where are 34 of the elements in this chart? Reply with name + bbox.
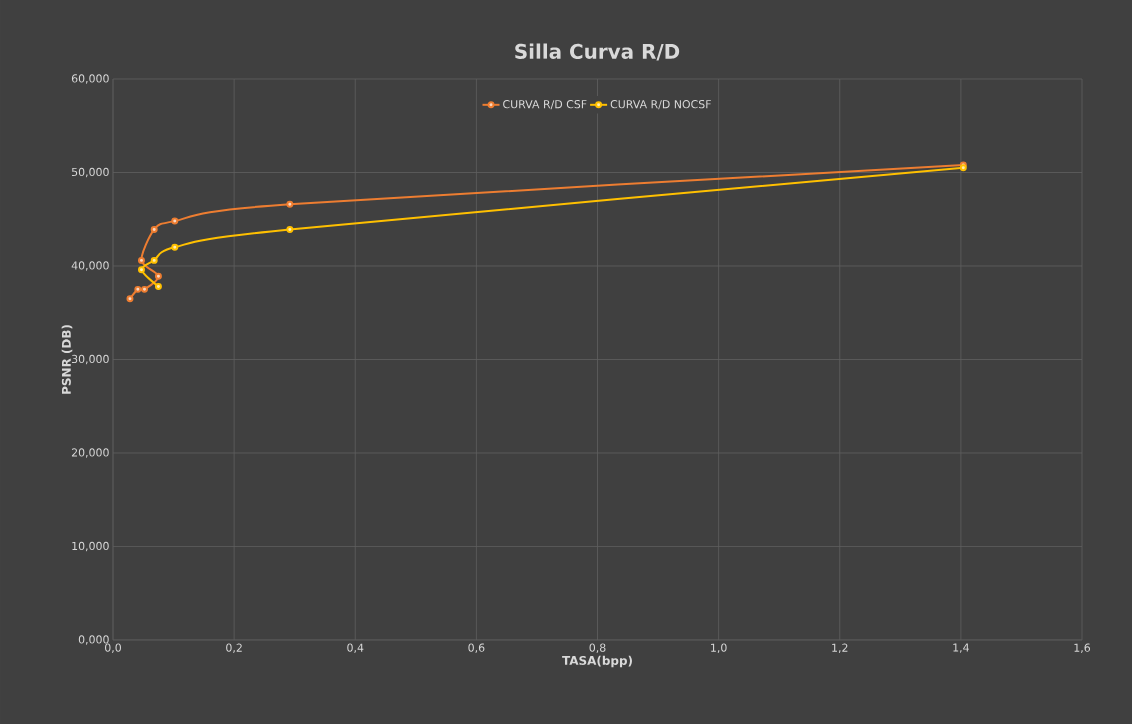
x-tick-label: 0,0 xyxy=(105,643,121,653)
y-tick-label: 40,000 xyxy=(71,261,109,271)
x-axis-title: TASA(bpp) xyxy=(562,655,632,668)
y-tick-label: 10,000 xyxy=(72,541,109,552)
x-tick-label: 0,2 xyxy=(226,643,242,653)
x-tick-label: 0,4 xyxy=(347,643,364,653)
point xyxy=(171,243,179,251)
y-tick-label: 50,000 xyxy=(71,167,109,178)
point xyxy=(154,272,162,280)
y-tick-label: 0,000 xyxy=(78,635,109,645)
x-tick-label: 1,0 xyxy=(711,643,727,653)
x-tick-label: 0,6 xyxy=(468,643,485,653)
y-tick-label: 60,000 xyxy=(71,74,109,84)
point xyxy=(137,256,145,264)
legend-label: CURVA R/D CSF xyxy=(503,100,587,110)
x-tick-label: 1,6 xyxy=(1074,643,1091,653)
point xyxy=(126,295,134,303)
x-tick-label: 0,8 xyxy=(589,643,606,653)
point xyxy=(150,256,158,264)
point xyxy=(171,217,179,225)
point xyxy=(154,283,162,291)
y-tick-label: 20,000 xyxy=(71,448,109,458)
point xyxy=(150,226,158,234)
legend-label: CURVA R/D NOCSF xyxy=(610,100,711,110)
point xyxy=(286,226,294,234)
x-tick-label: 1,2 xyxy=(832,643,848,653)
y-tick-label: 30,000 xyxy=(71,354,109,365)
point xyxy=(134,285,142,293)
point xyxy=(286,200,294,208)
x-tick-label: 1,4 xyxy=(953,643,969,653)
point xyxy=(141,285,148,293)
point xyxy=(137,266,145,274)
chart-title: Silla Curva R/D xyxy=(515,43,680,61)
y-axis-title: PSNR (DB) xyxy=(61,325,73,394)
